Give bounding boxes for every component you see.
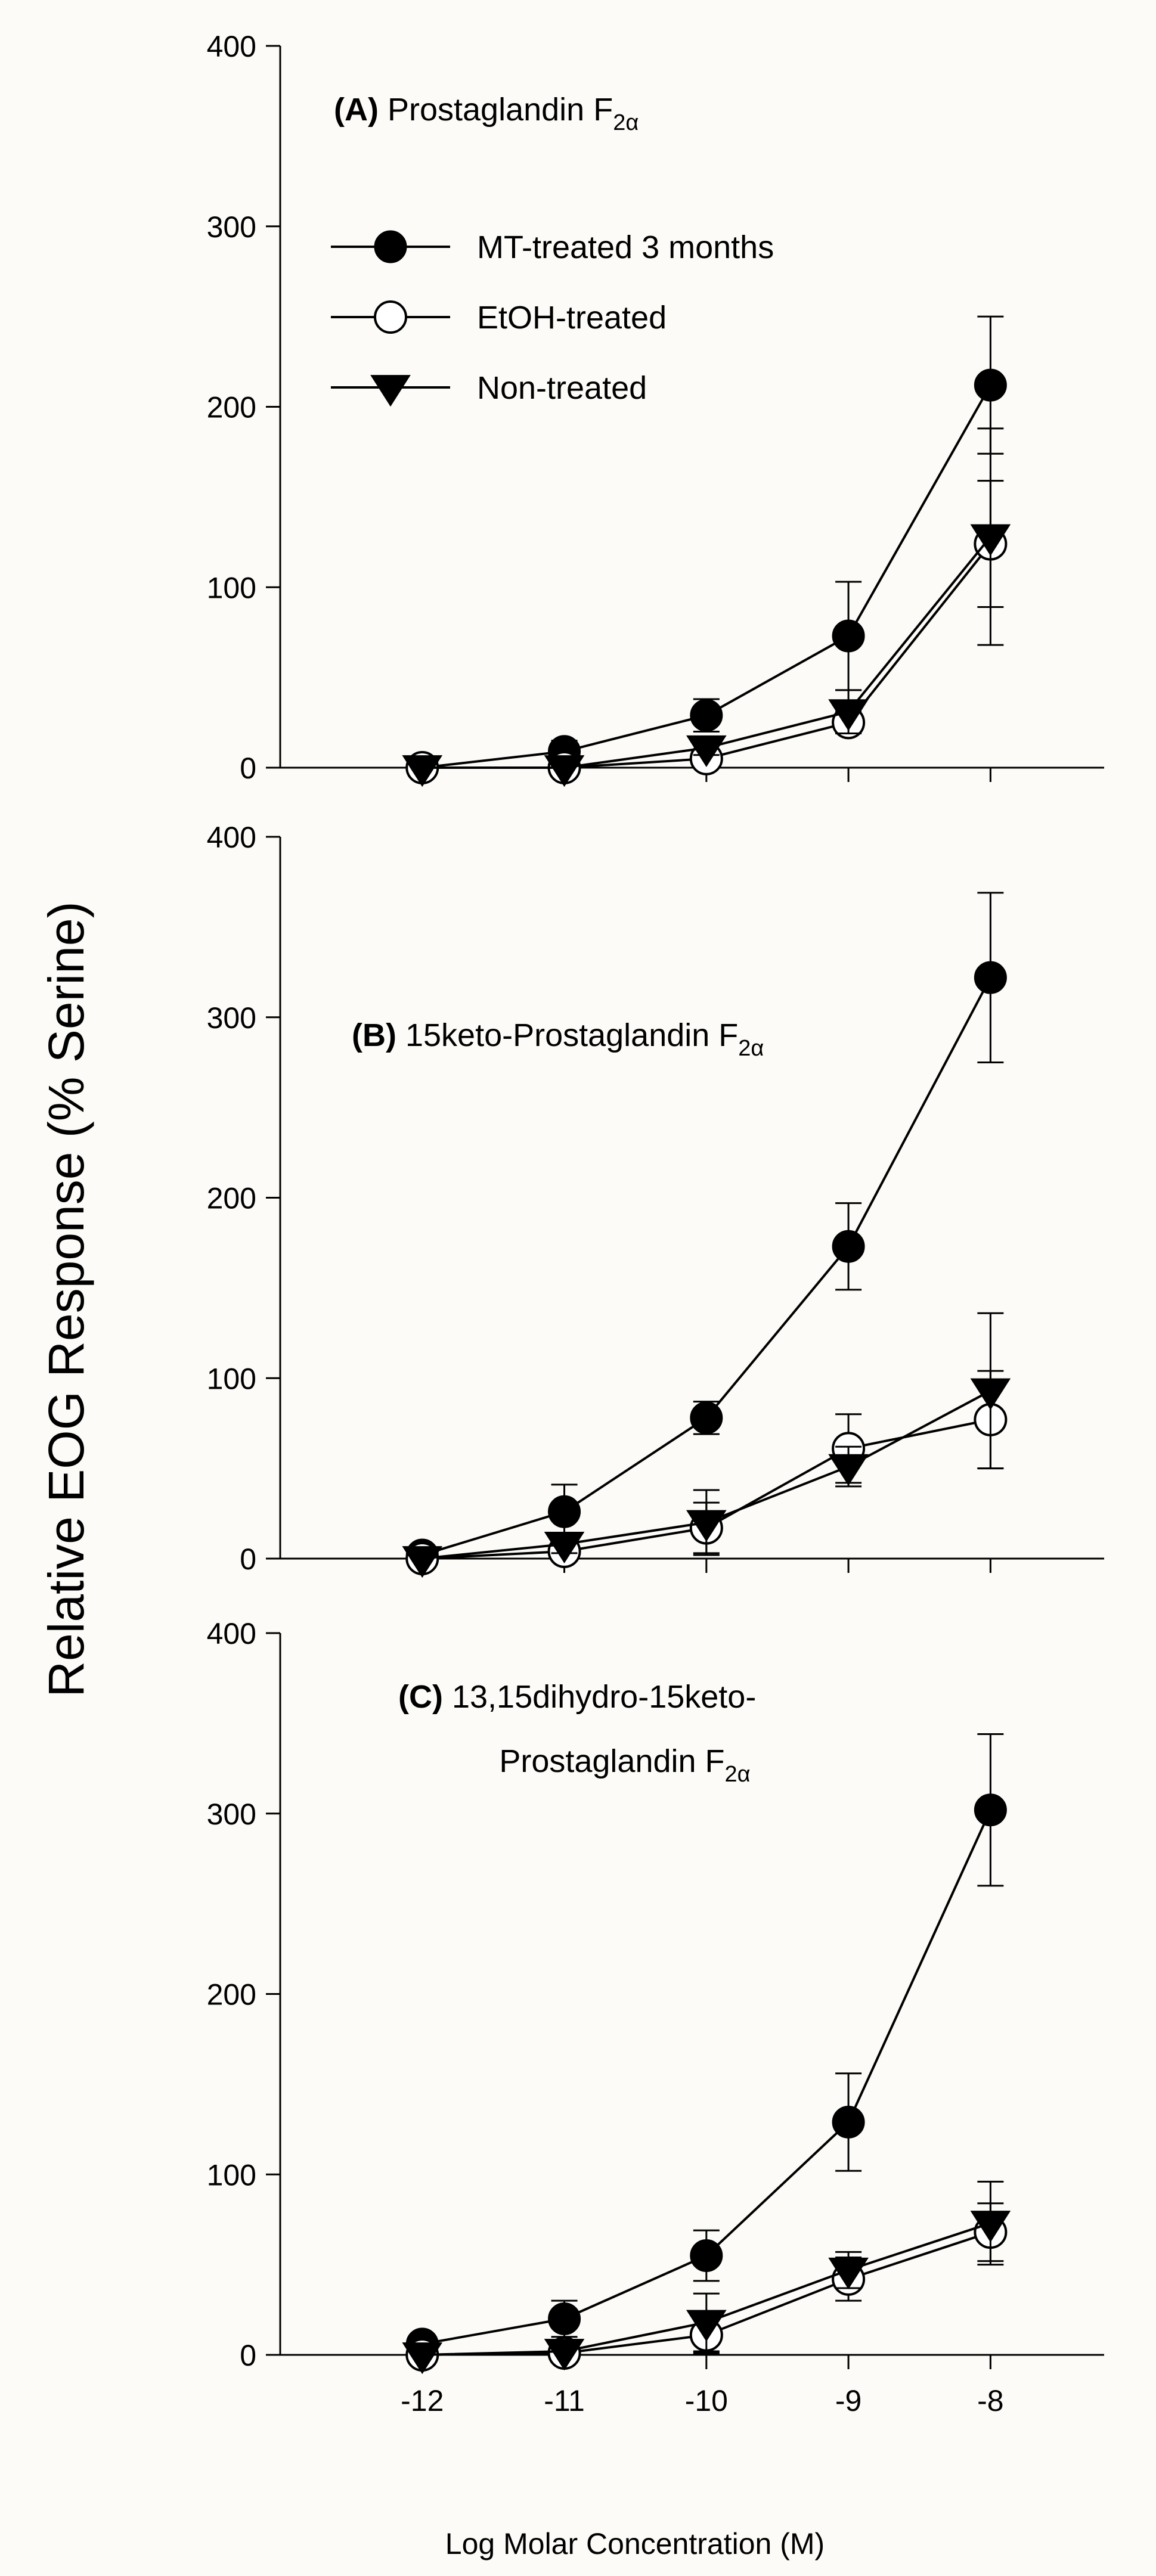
x-tick-label: -10 (685, 2384, 728, 2417)
y-tick-label: 100 (207, 571, 256, 604)
series-line (422, 977, 992, 1556)
panel-a: 0 100 200 300 400 (A) Prostaglandin F2α MT-tre… (207, 30, 1104, 787)
data-point (548, 2302, 581, 2335)
data-point (828, 2257, 869, 2289)
panel-title-line: Prostaglandin F2α (499, 1743, 750, 1787)
legend-marker (374, 230, 407, 263)
y-tick-label: 100 (207, 2158, 256, 2192)
y-tick-label: 300 (207, 1001, 256, 1035)
data-point (690, 1401, 723, 1435)
panel-title: (C) 13,15dihydro-15keto- (398, 1679, 756, 1715)
series-line (422, 543, 991, 769)
data-point (828, 1454, 869, 1486)
panel-b: 0 100 200 300 400 (B) 15keto-Prostaglandin F2… (207, 821, 1104, 1578)
legend-marker (374, 300, 407, 334)
panel-c: 0 100 200 300 400 -12 -11 -10 -9 -8 (C) 13,15dihyd… (207, 1617, 1104, 2417)
data-point (544, 755, 585, 787)
panel-title: (B) 15keto-Prostaglandin F2α (352, 1017, 764, 1061)
y-tick-label: 400 (207, 821, 256, 854)
data-point (974, 368, 1007, 402)
data-point (970, 2211, 1011, 2243)
legend-marker (370, 375, 411, 407)
series-mt-treated-3-months (405, 892, 1007, 1572)
y-tick-label: 100 (207, 1362, 256, 1395)
y-tick-label: 0 (240, 752, 256, 785)
y-tick-label: 200 (207, 1182, 256, 1215)
y-axis-label: Relative EOG Response (% Serine) (38, 901, 94, 1697)
y-tick-label: 400 (207, 30, 256, 63)
data-point (970, 524, 1011, 556)
y-tick-label: 200 (207, 1978, 256, 2012)
data-point (832, 2105, 865, 2139)
legend-label: Non-treated (477, 370, 647, 406)
y-tick-label: 200 (207, 391, 256, 424)
x-tick-label: -9 (835, 2384, 861, 2417)
x-tick-label: -12 (401, 2384, 444, 2417)
data-point (832, 1230, 865, 1263)
data-point (686, 2310, 727, 2342)
panels: 0 100 200 300 400 (A) Prostaglandin F2α MT-tre… (207, 30, 1104, 2417)
x-tick-label: -11 (544, 2384, 585, 2417)
y-tick-label: 300 (207, 210, 256, 244)
data-point (402, 2342, 443, 2375)
legend-label: MT-treated 3 months (477, 229, 774, 265)
legend-label: EtOH-treated (477, 300, 667, 336)
x-axis-label: Log Molar Concentration (M) (445, 2527, 825, 2561)
y-tick-label: 0 (240, 2339, 256, 2372)
y-tick-label: 300 (207, 1798, 256, 1831)
data-point (828, 699, 869, 731)
series-non-treated (402, 2180, 1011, 2375)
data-point (402, 1546, 443, 1578)
y-tick-label: 0 (240, 1543, 256, 1576)
series-non-treated (402, 1312, 1011, 1578)
data-point (544, 1531, 585, 1564)
data-point (690, 699, 723, 732)
legend: MT-treated 3 months EtOH-treated Non-treat… (331, 229, 774, 407)
data-point (832, 619, 865, 653)
data-point (974, 961, 1007, 994)
data-point (686, 735, 727, 767)
data-point (690, 2239, 723, 2272)
data-point (686, 1510, 727, 1542)
data-point (974, 1793, 1007, 1827)
data-point (544, 2339, 585, 2371)
data-point (548, 1495, 581, 1528)
data-point (970, 1378, 1011, 1410)
series-non-treated (402, 427, 1011, 787)
data-point (402, 755, 443, 787)
series-mt-treated-3-months (405, 1733, 1007, 2361)
x-tick-label: -8 (977, 2384, 1003, 2417)
panel-title: (A) Prostaglandin F2α (334, 92, 639, 135)
y-tick-label: 400 (207, 1617, 256, 1650)
